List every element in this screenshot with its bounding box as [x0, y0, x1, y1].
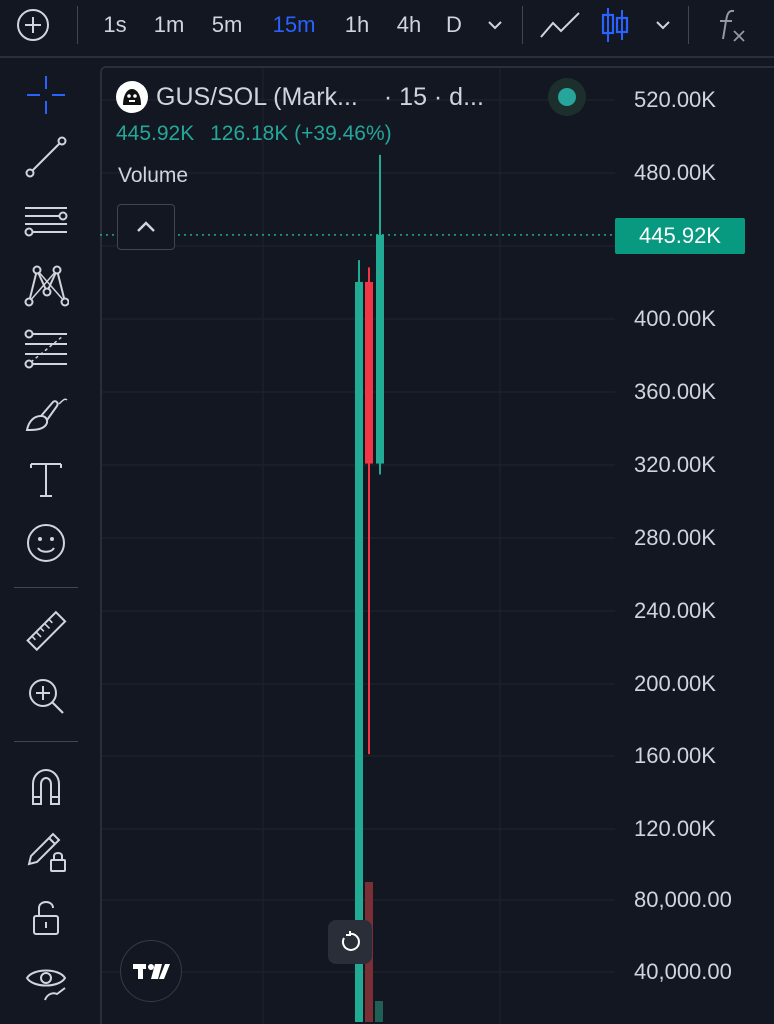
chevron-down-icon[interactable] [478, 0, 512, 50]
fib-retracement-icon[interactable] [17, 320, 75, 378]
magnet-icon[interactable] [17, 758, 75, 816]
parallel-channel-icon[interactable] [17, 192, 75, 250]
collapse-legend-button[interactable] [117, 204, 175, 250]
ruler-icon[interactable] [17, 603, 75, 661]
price-tick-label: 120.00K [634, 816, 716, 841]
chevron-up-icon [137, 221, 155, 232]
price-tick-label: 520.00K [634, 87, 716, 112]
candles [355, 154, 384, 1022]
candle-body [376, 234, 384, 464]
text-icon[interactable] [17, 450, 75, 508]
interval-d[interactable]: D [446, 12, 462, 37]
market-status-indicator [548, 78, 586, 116]
chart-legend: GUS/SOL (Mark... · 15 · d... [116, 78, 484, 116]
toolbar-divider [14, 741, 78, 742]
candle [355, 260, 363, 1022]
fx-icon[interactable] [708, 0, 754, 50]
interval-1m[interactable]: 1m [153, 12, 185, 37]
crosshair-icon[interactable] [17, 66, 75, 124]
price-tick-label: 40,000.00 [634, 959, 732, 984]
toolbar-border [0, 56, 774, 58]
tradingview-logo-icon[interactable] [120, 940, 182, 1002]
market-open-dot [558, 88, 576, 106]
line-chart-icon[interactable] [536, 0, 584, 50]
price-tick-label: 320.00K [634, 452, 716, 477]
toolbar-divider [77, 6, 78, 44]
trend-line-icon[interactable] [17, 128, 75, 186]
drawing-toolbar [0, 58, 94, 1024]
token-logo-icon [116, 81, 148, 113]
price-tick-label: 240.00K [634, 598, 716, 623]
reset-icon [341, 931, 360, 951]
symbol-title[interactable]: GUS/SOL (Mark... [156, 82, 358, 111]
interval-4h[interactable]: 4h [396, 12, 422, 37]
interval-15m[interactable]: 15m [272, 12, 316, 37]
toolbar-divider [522, 6, 523, 44]
price-tick-label: 400.00K [634, 306, 716, 331]
price-tick-label: 280.00K [634, 525, 716, 550]
volume-bar [375, 1001, 383, 1022]
plus-circle-icon[interactable] [12, 0, 54, 50]
last-value: 445.92K [116, 122, 195, 145]
ohlc-values: 445.92K 126.18K (+39.46%) [116, 122, 402, 146]
top-toolbar: 1s 1m 5m 15m 1h 4h D [0, 0, 774, 50]
change-value: 126.18K (+39.46%) [210, 122, 392, 145]
interval-1h[interactable]: 1h [344, 12, 370, 37]
interval-5m[interactable]: 5m [211, 12, 243, 37]
price-tick-label: 80,000.00 [634, 887, 732, 912]
price-tick-label: 480.00K [634, 160, 716, 185]
toolbar-divider [14, 587, 78, 588]
candlestick-icon[interactable] [594, 0, 636, 50]
chevron-down-icon[interactable] [646, 0, 680, 50]
last-price-label: 445.92K [615, 218, 745, 254]
brush-icon[interactable] [17, 384, 75, 442]
price-tick-label: 200.00K [634, 671, 716, 696]
reset-chart-button[interactable] [328, 920, 372, 964]
price-tick-label: 160.00K [634, 743, 716, 768]
emoji-icon[interactable] [17, 514, 75, 572]
volume-indicator-label[interactable]: Volume [118, 164, 189, 187]
candle-body [365, 281, 373, 464]
interval-label[interactable]: · 15 · d... [383, 82, 484, 111]
toolbar-divider [688, 6, 689, 44]
candle [376, 154, 384, 475]
lock-icon[interactable] [17, 888, 75, 946]
hide-drawings-icon[interactable] [17, 952, 75, 1010]
price-tick-label: 360.00K [634, 379, 716, 404]
pattern-icon[interactable] [17, 256, 75, 314]
zoom-in-icon[interactable] [17, 667, 75, 725]
candle-body [355, 281, 363, 1022]
lock-drawing-icon[interactable] [17, 822, 75, 880]
candle [365, 267, 373, 755]
interval-1s[interactable]: 1s [103, 12, 127, 37]
